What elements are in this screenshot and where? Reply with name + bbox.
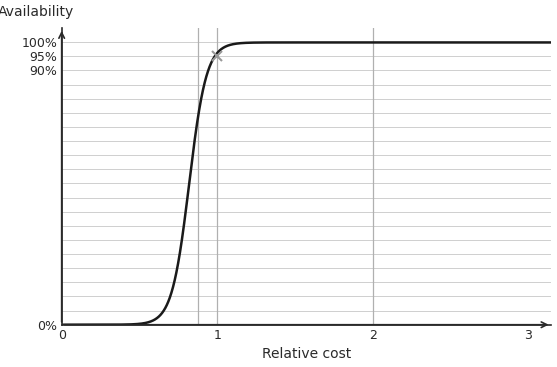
X-axis label: Relative cost: Relative cost bbox=[262, 348, 351, 361]
Text: Availability: Availability bbox=[0, 5, 74, 19]
